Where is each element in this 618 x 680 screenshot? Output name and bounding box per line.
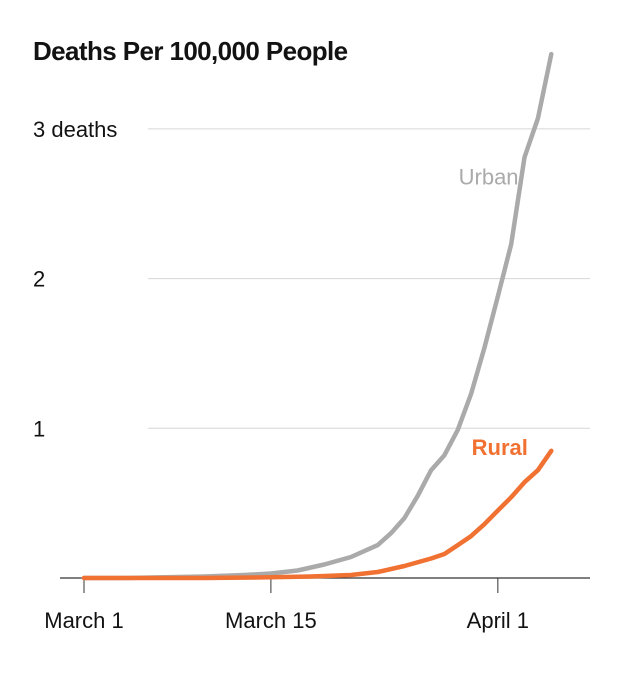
series-label-rural: Rural [472, 435, 528, 460]
y-tick-label: 1 [33, 416, 45, 441]
chart-title: Deaths Per 100,000 People [33, 36, 348, 66]
x-axis: March 1 March 15 April 1 [44, 578, 529, 633]
x-tick-label: March 15 [225, 608, 317, 633]
y-tick-label: 2 [33, 267, 45, 292]
x-tick-label: April 1 [467, 608, 529, 633]
series-lines [81, 51, 554, 581]
series-line-urban [81, 51, 554, 581]
y-tick-label: 3 deaths [33, 117, 117, 142]
series-labels: Urban Rural [459, 164, 528, 460]
y-axis: 1 2 3 deaths [33, 117, 117, 441]
series-line-rural [81, 448, 554, 581]
x-tick-label: March 1 [44, 608, 123, 633]
series-label-urban: Urban [459, 164, 519, 189]
gridlines [60, 128, 590, 579]
